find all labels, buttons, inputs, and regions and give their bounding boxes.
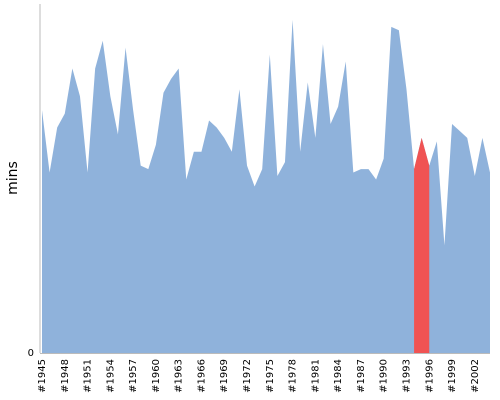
x-tick-label: #1969 [219,359,230,393]
area-series [42,19,490,353]
y-axis-title: mins [5,161,21,195]
x-tick-label: #1993 [401,359,412,393]
x-tick-label: #1951 [83,359,94,393]
x-tick-label: #1960 [151,359,162,393]
x-tick-label: #2002 [470,359,481,393]
plot-area [42,19,490,353]
x-tick-label: #1954 [105,359,116,393]
x-tick-label: #1972 [242,359,253,393]
y-axis-ticks: 0 [28,348,34,359]
x-tick-label: #1966 [196,359,207,393]
x-tick-label: #1945 [37,359,48,393]
x-tick-label: #1963 [174,359,185,393]
x-tick-label: #1975 [265,359,276,393]
x-tick-label: #1996 [424,359,435,393]
highlight-segment [414,137,430,353]
x-tick-label: #1999 [447,359,458,393]
x-tick-label: #1948 [60,359,71,393]
x-tick-label: #1987 [356,359,367,393]
x-tick-label: #1990 [379,359,390,393]
x-tick-label: #1957 [128,359,139,393]
y-tick-label: 0 [28,348,34,359]
x-tick-label: #1984 [333,359,344,393]
x-tick-label: #1978 [288,359,299,393]
x-tick-label: #1981 [310,359,321,393]
x-axis-ticks: #1945 #1948 #1951 #1954 #1957 #1960 #1963 #1966… [37,359,481,393]
